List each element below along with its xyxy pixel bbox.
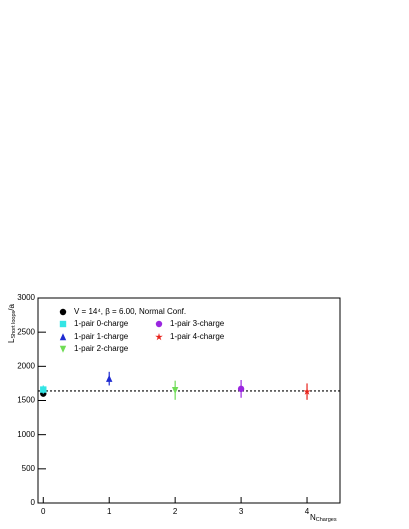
y-tick-label: 3000 <box>17 293 35 302</box>
legend-label: V = 14⁴, β = 6.00, Normal Conf. <box>74 307 186 316</box>
plot-frame <box>37 297 341 504</box>
y-tick-label: 1500 <box>17 396 35 405</box>
y-tick-label: 2000 <box>17 361 35 370</box>
y-tick-label: 1000 <box>17 430 35 439</box>
x-label-sub: Charges <box>316 517 337 523</box>
legend-label: 1-pair 0-charge <box>74 319 129 328</box>
y-axis-label: LShort loops/a <box>7 303 17 343</box>
data-point <box>303 387 311 395</box>
legend-label: 1-pair 2-charge <box>74 344 129 353</box>
data-point <box>40 386 47 393</box>
legend-label: 1-pair 1-charge <box>74 332 129 341</box>
y-label-suffix: /a <box>7 303 16 310</box>
legend-marker <box>59 333 67 341</box>
x-tick-label: 0 <box>41 507 46 516</box>
legend-marker <box>155 320 163 328</box>
x-tick-label: 2 <box>173 507 178 516</box>
x-axis-label: NCharges <box>310 513 337 523</box>
data-point <box>106 374 113 382</box>
x-label-main: N <box>310 513 316 522</box>
data-point <box>237 385 245 393</box>
legend-label: 1-pair 3-charge <box>170 319 225 328</box>
x-tick-label: 4 <box>305 507 310 516</box>
legend-marker <box>155 333 163 341</box>
legend-marker <box>59 308 67 316</box>
x-tick-label: 1 <box>107 507 112 516</box>
y-tick-label: 500 <box>22 464 36 473</box>
legend-marker <box>59 345 67 353</box>
x-tick-label: 3 <box>239 507 244 516</box>
legend-marker <box>59 320 67 328</box>
data-point <box>171 387 179 395</box>
y-tick-label: 0 <box>31 498 36 507</box>
y-tick-label: 2500 <box>17 327 35 336</box>
y-label-main: L <box>7 338 16 343</box>
y-label-sub: Short loops <box>11 310 17 338</box>
legend-label: 1-pair 4-charge <box>170 332 225 341</box>
